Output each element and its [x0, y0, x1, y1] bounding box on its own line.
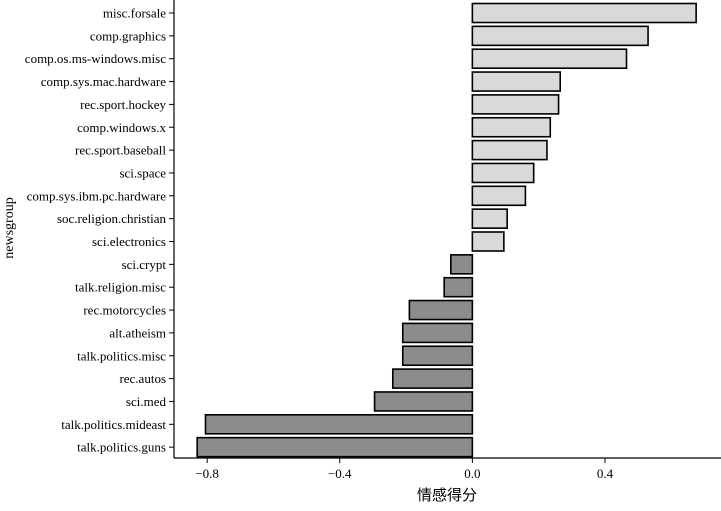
bar	[373, 391, 474, 412]
bar	[471, 2, 697, 24]
bar	[471, 94, 560, 115]
y-tick-label: sci.med	[126, 394, 167, 409]
y-tick-label: comp.graphics	[90, 28, 166, 43]
y-tick-label: rec.sport.baseball	[75, 143, 166, 158]
y-tick-label: talk.politics.guns	[77, 440, 166, 455]
bar	[204, 413, 474, 435]
bar	[471, 231, 505, 252]
bar	[401, 345, 474, 367]
bar	[471, 185, 527, 207]
bar	[471, 116, 552, 138]
x-tick-label: 0.4	[597, 466, 614, 481]
bar	[471, 139, 548, 161]
y-tick-label: alt.atheism	[109, 325, 166, 340]
x-axis-title: 情感得分	[417, 487, 477, 504]
y-tick-label: talk.religion.misc	[75, 280, 166, 295]
bar	[408, 299, 474, 321]
bar	[443, 276, 474, 298]
bar	[471, 71, 562, 92]
y-tick-label: comp.windows.x	[77, 120, 166, 135]
y-tick-label: misc.forsale	[103, 6, 166, 21]
y-tick-label: rec.autos	[119, 371, 166, 386]
y-tick-label: comp.sys.ibm.pc.hardware	[27, 188, 167, 203]
y-axis-title: newsgroup	[2, 197, 17, 258]
y-tick-label: sci.space	[119, 165, 166, 180]
x-tick-label: 0.0	[464, 466, 480, 481]
bar	[471, 162, 535, 184]
bar	[450, 254, 474, 275]
bar	[391, 368, 474, 389]
bar	[471, 208, 508, 229]
y-tick-label: comp.sys.mac.hardware	[41, 74, 166, 89]
y-tick-label: talk.politics.misc	[77, 348, 166, 363]
y-tick-label: soc.religion.christian	[57, 211, 167, 226]
bar	[471, 25, 649, 47]
bar	[471, 48, 628, 70]
bar	[196, 436, 474, 458]
bar	[401, 322, 474, 344]
y-tick-label: rec.motorcycles	[83, 303, 166, 318]
y-tick-label: comp.os.ms-windows.misc	[25, 51, 166, 66]
x-tick-label: −0.8	[195, 466, 219, 481]
y-tick-label: talk.politics.mideast	[61, 417, 166, 432]
y-tick-label: sci.crypt	[122, 257, 167, 272]
x-tick-label: −0.4	[328, 466, 352, 481]
y-tick-label: sci.electronics	[92, 234, 166, 249]
y-tick-label: rec.sport.hockey	[80, 97, 166, 112]
